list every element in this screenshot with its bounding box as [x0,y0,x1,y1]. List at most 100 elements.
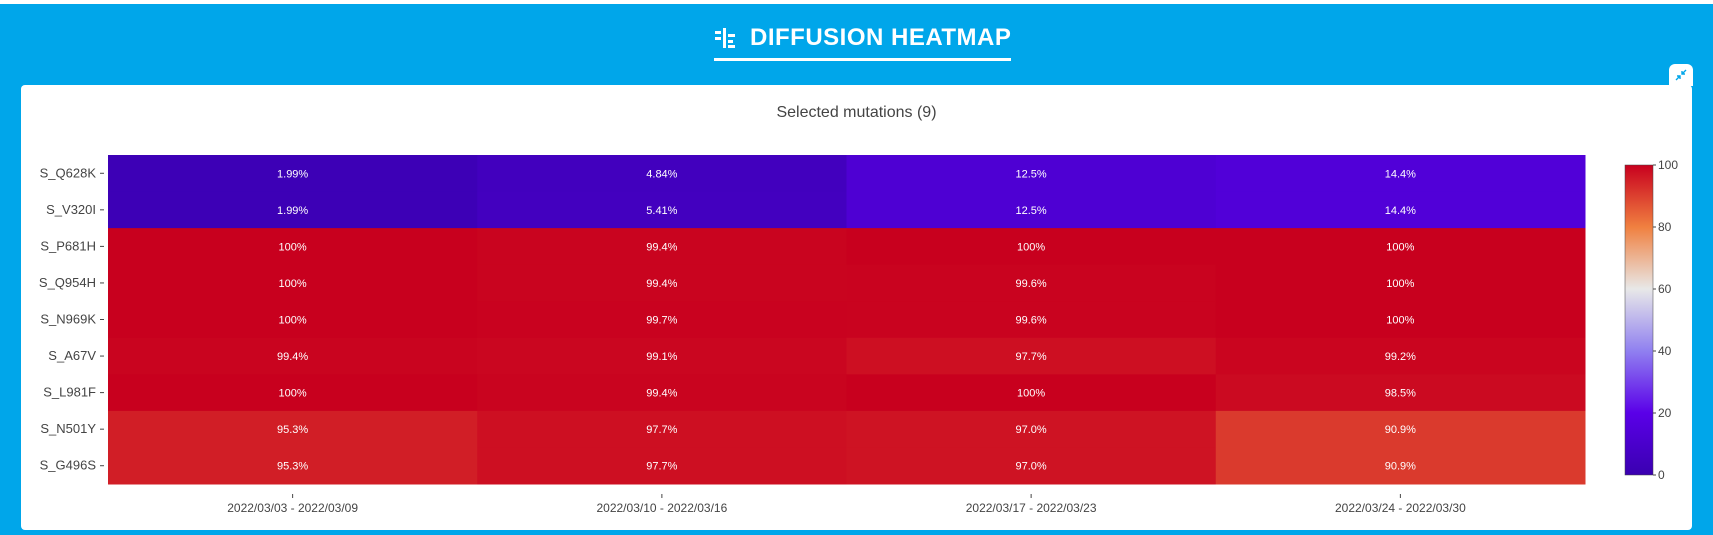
y-tick-label: S_A67V [48,348,96,363]
heatmap-cell[interactable] [477,374,847,412]
colorbar-tick-label: 0 [1658,468,1665,482]
heatmap-cell[interactable] [477,301,847,339]
heatmap-cell[interactable] [846,447,1217,485]
y-tick-label: S_N969K [40,312,96,327]
cell-value-label: 97.0% [1016,461,1047,473]
cell-value-label: 99.6% [1016,315,1047,327]
heatmap-cell[interactable] [477,191,847,229]
heatmap-cell[interactable] [846,374,1217,412]
y-tick-label: S_N501Y [40,421,96,436]
cell-value-label: 100% [279,241,307,253]
heatmap-cell[interactable] [846,155,1217,193]
heatmap-cell[interactable] [108,447,478,485]
heatmap-sort-icon [715,28,735,48]
collapse-button[interactable] [1669,64,1693,86]
cell-value-label: 100% [1386,315,1414,327]
cell-value-label: 99.7% [646,315,677,327]
collapse-arrows-icon [1675,69,1687,81]
cell-value-label: 12.5% [1016,205,1047,217]
cell-value-label: 100% [1017,241,1045,253]
y-tick-label: S_Q628K [40,165,97,180]
cell-value-label: 100% [1386,241,1414,253]
cell-value-label: 95.3% [277,461,308,473]
x-tick-label: 2022/03/24 - 2022/03/30 [1335,501,1466,515]
y-tick-label: S_Q954H [39,275,96,290]
heatmap-cell[interactable] [1215,155,1586,193]
header: DIFFUSION HEATMAP [0,4,1713,84]
cell-value-label: 100% [279,315,307,327]
cell-value-label: 99.4% [277,351,308,363]
heatmap-cell[interactable] [1215,264,1586,302]
cell-value-label: 14.4% [1385,205,1416,217]
heatmap-cell[interactable] [477,155,847,193]
heatmap-cell[interactable] [108,337,478,375]
heatmap-cell[interactable] [1215,374,1586,412]
colorbar-tick-label: 60 [1658,282,1672,296]
heatmap-cell[interactable] [108,410,478,448]
cell-value-label: 12.5% [1016,168,1047,180]
heatmap-cell[interactable] [1215,301,1586,339]
colorbar-tick-label: 100 [1658,158,1678,172]
y-tick-label: S_P681H [40,238,96,253]
heatmap-cell[interactable] [108,374,478,412]
heatmap-cell[interactable] [1215,191,1586,229]
cell-value-label: 99.2% [1385,351,1416,363]
heatmap-cell[interactable] [477,228,847,266]
page-title: DIFFUSION HEATMAP [714,24,1012,61]
cell-value-label: 1.99% [277,168,308,180]
cell-value-label: 14.4% [1385,168,1416,180]
heatmap-cell[interactable] [1215,410,1586,448]
cell-value-label: 99.4% [646,241,677,253]
heatmap-cell[interactable] [846,337,1217,375]
colorbar [1624,164,1654,476]
cell-value-label: 5.41% [646,205,677,217]
heatmap-cell[interactable] [108,228,478,266]
cell-value-label: 4.84% [646,168,677,180]
cell-value-label: 90.9% [1385,424,1416,436]
heatmap-cell[interactable] [108,301,478,339]
heatmap-cell[interactable] [1215,337,1586,375]
x-tick-label: 2022/03/17 - 2022/03/23 [966,501,1097,515]
heatmap-cell[interactable] [846,301,1217,339]
cell-value-label: 100% [279,388,307,400]
y-tick-label: S_L981F [43,385,96,400]
heatmap-cell[interactable] [477,447,847,485]
heatmap-cell[interactable] [846,228,1217,266]
cell-value-label: 100% [1017,388,1045,400]
y-tick-label: S_V320I [46,202,96,217]
page-title-text: DIFFUSION HEATMAP [750,24,1012,51]
heatmap-cell[interactable] [846,410,1217,448]
cell-value-label: 100% [1386,278,1414,290]
cell-value-label: 97.7% [646,461,677,473]
heatmap-cell[interactable] [846,264,1217,302]
cell-value-label: 99.4% [646,388,677,400]
colorbar-tick-label: 40 [1658,344,1672,358]
x-tick-label: 2022/03/03 - 2022/03/09 [227,501,358,515]
cell-value-label: 90.9% [1385,461,1416,473]
y-tick-label: S_G496S [40,458,97,473]
chart-title: Selected mutations (9) [776,104,937,121]
cell-value-label: 97.7% [646,424,677,436]
x-tick-label: 2022/03/10 - 2022/03/16 [596,501,727,515]
cell-value-label: 97.7% [1016,351,1047,363]
heatmap-cell[interactable] [108,191,478,229]
cell-value-label: 98.5% [1385,388,1416,400]
heatmap-cell[interactable] [108,264,478,302]
cell-value-label: 99.1% [646,351,677,363]
cell-value-label: 97.0% [1016,424,1047,436]
heatmap-cell[interactable] [477,264,847,302]
colorbar-tick-label: 80 [1658,220,1672,234]
cell-value-label: 1.99% [277,205,308,217]
cell-value-label: 100% [279,278,307,290]
heatmap-cell[interactable] [477,337,847,375]
heatmap-cell[interactable] [1215,228,1586,266]
heatmap-cell[interactable] [1215,447,1586,485]
cell-value-label: 95.3% [277,424,308,436]
heatmap-cell[interactable] [477,410,847,448]
cell-value-label: 99.4% [646,278,677,290]
heatmap-cell[interactable] [846,191,1217,229]
cell-value-label: 99.6% [1016,278,1047,290]
colorbar-tick-label: 20 [1658,406,1672,420]
heatmap-cell[interactable] [108,155,478,193]
